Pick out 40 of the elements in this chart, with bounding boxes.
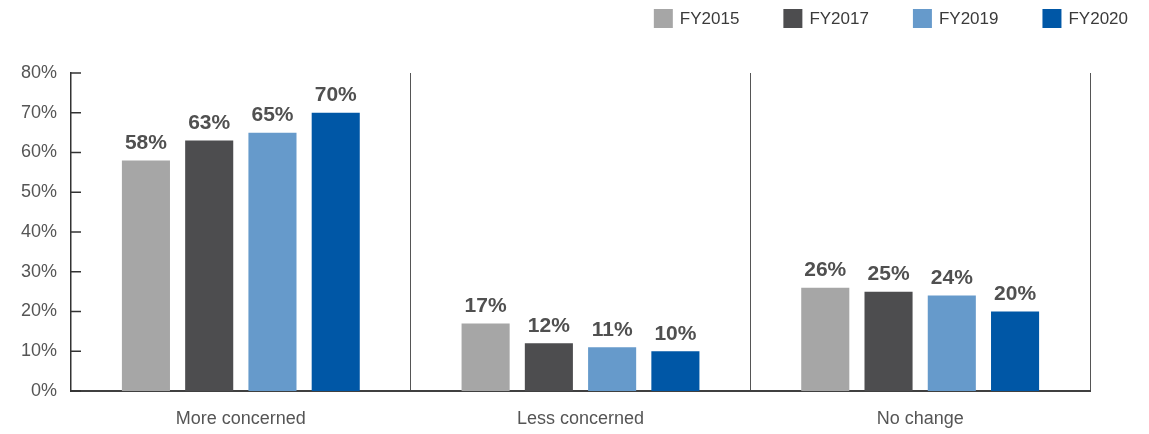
legend-label: FY2015 <box>679 9 740 29</box>
bar <box>248 132 297 391</box>
data-label: 63% <box>188 109 231 133</box>
legend-label: FY2019 <box>938 9 999 29</box>
bar <box>864 291 913 391</box>
data-label: 10% <box>654 320 697 344</box>
y-tick-label: 60% <box>20 141 57 162</box>
data-label: 65% <box>251 101 294 125</box>
data-label: 17% <box>464 292 507 316</box>
bar <box>311 112 360 391</box>
y-tick-label: 20% <box>20 300 57 321</box>
bar <box>991 311 1040 391</box>
y-tick-label: 70% <box>20 101 57 122</box>
bar <box>121 160 170 391</box>
data-label: 58% <box>124 129 168 153</box>
bar <box>185 140 234 391</box>
data-label: 11% <box>591 316 633 340</box>
bar <box>588 347 637 391</box>
legend-label: FY2020 <box>1068 9 1129 29</box>
x-tick-label: No change <box>876 407 964 428</box>
bar <box>461 323 510 391</box>
data-label: 26% <box>804 256 847 280</box>
y-tick-label: 0% <box>30 379 57 400</box>
y-tick-label: 10% <box>20 340 57 361</box>
legend-label: FY2017 <box>809 9 869 29</box>
x-tick-label: More concerned <box>175 407 306 428</box>
data-label: 24% <box>930 264 974 288</box>
y-tick-label: 40% <box>20 220 57 241</box>
data-label: 25% <box>867 260 910 284</box>
y-tick-label: 50% <box>20 181 57 202</box>
bar <box>524 343 573 391</box>
bar <box>801 287 850 391</box>
data-label: 20% <box>994 280 1037 304</box>
data-label: 70% <box>314 82 358 106</box>
bar <box>927 295 976 391</box>
y-tick-label: 80% <box>20 61 57 82</box>
x-tick-label: Less concerned <box>516 407 645 428</box>
data-label: 12% <box>527 312 571 336</box>
bar <box>651 351 700 391</box>
y-tick-label: 30% <box>20 260 57 281</box>
